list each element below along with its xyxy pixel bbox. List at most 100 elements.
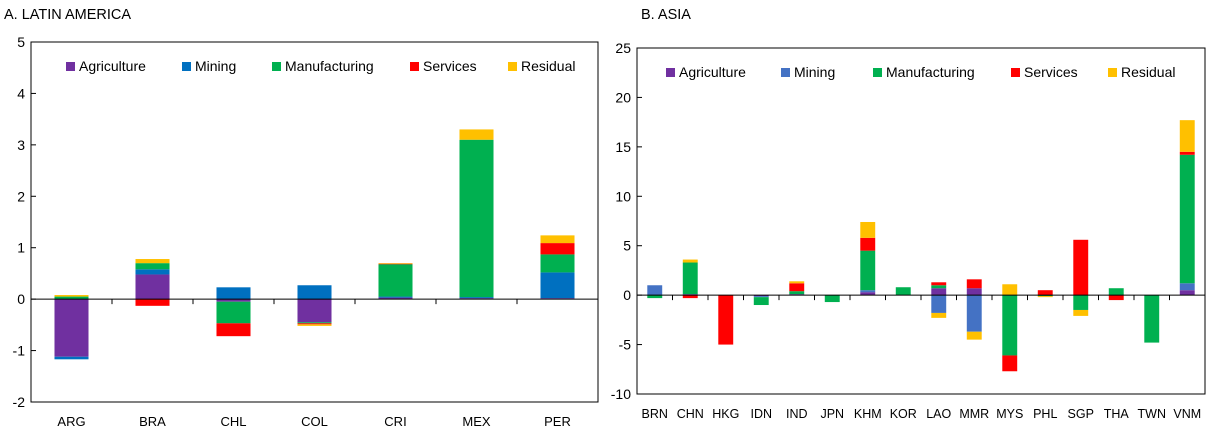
bar-mining-lao — [931, 295, 947, 313]
bar-mining-mex — [459, 297, 494, 299]
bar-manufacturing-vnm — [1179, 154, 1195, 284]
bar-agriculture-bra — [135, 274, 170, 300]
y-tick-label: 15 — [615, 139, 631, 155]
x-tick-label: THA — [1104, 407, 1130, 421]
legend-swatch-mining — [182, 62, 191, 71]
legend-label-manufacturing: Manufacturing — [285, 58, 374, 74]
y-tick-label: 2 — [17, 188, 25, 204]
x-tick-label: COL — [301, 414, 328, 429]
legend-swatch-residual — [508, 62, 517, 71]
bar-mining-arg — [54, 356, 89, 360]
bar-manufacturing-idn — [753, 297, 769, 306]
bar-residual-phl — [1037, 296, 1053, 298]
bar-manufacturing-bra — [135, 263, 170, 270]
bar-mining-chl — [216, 287, 251, 300]
bar-services-tha — [1108, 295, 1124, 301]
bar-manufacturing-jpn — [824, 295, 840, 303]
x-tick-label: CHN — [677, 407, 704, 421]
legend-swatch-agriculture — [666, 68, 675, 77]
y-tick-label: 20 — [615, 89, 631, 105]
bar-manufacturing-brn — [647, 295, 663, 299]
y-tick-label: 4 — [17, 85, 25, 101]
bar-manufacturing-chn — [682, 262, 698, 295]
bar-services-chn — [682, 295, 698, 299]
x-tick-label: CHL — [220, 414, 246, 429]
bar-agriculture-cri — [378, 297, 413, 300]
x-tick-label: BRA — [139, 414, 166, 429]
bar-manufacturing-arg — [54, 296, 89, 300]
legend-label-services: Services — [423, 58, 477, 74]
bar-mining-mmr — [966, 295, 982, 332]
legend-label-residual: Residual — [1121, 64, 1175, 80]
bar-agriculture-mmr — [966, 288, 982, 296]
bar-agriculture-khm — [860, 292, 876, 296]
y-tick-label: -5 — [619, 337, 632, 353]
bar-residual-khm — [860, 221, 876, 238]
legend-label-manufacturing: Manufacturing — [886, 64, 975, 80]
bar-manufacturing-tha — [1108, 288, 1124, 296]
bar-mining-idn — [753, 296, 769, 298]
x-tick-label: ARG — [57, 414, 85, 429]
bar-agriculture-chl — [216, 299, 251, 302]
bar-manufacturing-twn — [1144, 295, 1160, 343]
legend-swatch-manufacturing — [272, 62, 281, 71]
bar-agriculture-arg — [54, 299, 89, 357]
panel-title-asia: B. ASIA — [641, 7, 691, 23]
bar-residual-col — [297, 324, 332, 326]
x-tick-label: VNM — [1173, 407, 1201, 421]
panel-title-latin-america: A. LATIN AMERICA — [4, 7, 131, 23]
bar-residual-vnm — [1179, 120, 1195, 152]
chart-latin-america: -2 -1 0 1 2 3 4 5 ARG BRA CHL COL CRI MEX PER Agricultu… — [13, 34, 599, 429]
y-tick-label: 25 — [615, 40, 631, 56]
plot-frame — [30, 41, 599, 403]
bar-residual-sgp — [1073, 309, 1089, 316]
x-tick-label: TWN — [1138, 407, 1166, 421]
y-tick-label: 5 — [17, 34, 25, 50]
legend-swatch-services — [1011, 68, 1020, 77]
bar-services-cri — [378, 263, 413, 265]
x-tick-label: JPN — [820, 407, 844, 421]
y-tick-label: 5 — [623, 238, 631, 254]
x-tick-label: MYS — [996, 407, 1023, 421]
bar-residual-mmr — [966, 331, 982, 340]
bar-mining-vnm — [1179, 283, 1195, 291]
bar-services-col — [297, 323, 332, 325]
y-tick-label: 10 — [615, 188, 631, 204]
bar-residual-arg — [54, 295, 89, 297]
bar-residual-chn — [682, 259, 698, 263]
bar-agriculture-per — [540, 298, 575, 300]
y-tick-label: -10 — [611, 386, 631, 402]
bar-manufacturing-cri — [378, 264, 413, 297]
bar-agriculture-col — [297, 299, 332, 323]
bar-manufacturing-col — [297, 322, 332, 324]
bar-services-ind — [789, 283, 805, 292]
bar-services-bra — [135, 299, 170, 306]
bar-residual-mys — [1002, 284, 1018, 296]
y-tick-label: 0 — [17, 291, 25, 307]
bar-manufacturing-mex — [459, 139, 494, 298]
bar-manufacturing-lao — [931, 285, 947, 289]
x-tick-label: LAO — [926, 407, 951, 421]
x-tick-label: KOR — [890, 407, 917, 421]
bar-mining-cri — [378, 296, 413, 298]
bar-services-vnm — [1179, 151, 1195, 155]
bar-services-lao — [931, 282, 947, 286]
legend-swatch-residual — [1108, 68, 1117, 77]
bar-manufacturing-per — [540, 254, 575, 273]
bar-manufacturing-chl — [216, 301, 251, 324]
x-tick-label: HKG — [712, 407, 739, 421]
bar-agriculture-lao — [931, 288, 947, 296]
bar-services-sgp — [1073, 239, 1089, 296]
x-tick-label: PHL — [1033, 407, 1057, 421]
y-tick-label: 3 — [17, 137, 25, 153]
x-tick-label: IND — [786, 407, 808, 421]
bar-services-hkg — [718, 295, 734, 345]
legend-swatch-mining — [781, 68, 790, 77]
bar-manufacturing-khm — [860, 250, 876, 291]
legend-swatch-agriculture — [66, 62, 75, 71]
bar-mining-col — [297, 285, 332, 300]
bar-residual-bra — [135, 259, 170, 264]
plot-frame — [636, 47, 1206, 395]
legend-label-residual: Residual — [521, 58, 575, 74]
